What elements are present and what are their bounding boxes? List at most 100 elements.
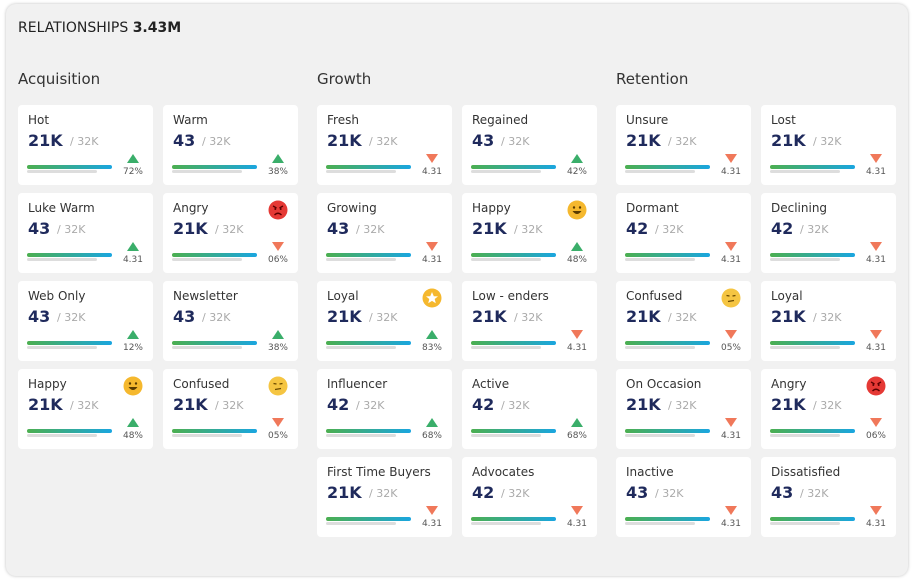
metric-card: Growing 43 / 32K 4.31 bbox=[317, 193, 452, 273]
header: RELATIONSHIPS 3.43M bbox=[18, 20, 181, 36]
card-total: / 32K bbox=[668, 311, 697, 324]
metric-card: Luke Warm 43 / 32K 4.31 bbox=[18, 193, 153, 273]
progress-track bbox=[471, 170, 541, 173]
card-change: 48% bbox=[122, 431, 143, 441]
trend-arrow bbox=[426, 237, 438, 256]
progress-track bbox=[625, 522, 695, 525]
card-label: Angry bbox=[173, 201, 209, 215]
card-change: 42% bbox=[566, 167, 587, 177]
card-change: 4.31 bbox=[566, 519, 587, 529]
progress-track bbox=[770, 522, 840, 525]
metric-card: Confused 21K / 32K 05% bbox=[163, 369, 298, 449]
card-value: 21K bbox=[472, 307, 507, 326]
progress-track bbox=[326, 434, 396, 437]
progress-track bbox=[471, 434, 541, 437]
card-value: 42 bbox=[472, 483, 495, 502]
metric-card: Hot 21K / 32K 72% bbox=[18, 105, 153, 185]
card-value: 43 bbox=[173, 131, 196, 150]
trend-arrow bbox=[426, 501, 438, 520]
section-title: Retention bbox=[616, 70, 689, 88]
card-change: 48% bbox=[566, 255, 587, 265]
trend-arrow bbox=[870, 325, 882, 344]
progress-bar bbox=[471, 429, 556, 433]
card-value: 21K bbox=[472, 219, 507, 238]
progress-bar bbox=[625, 253, 710, 257]
progress-track bbox=[625, 258, 695, 261]
card-label: Confused bbox=[626, 289, 683, 303]
panel: RELATIONSHIPS 3.43M Acquisition Hot 21K / 3… bbox=[6, 4, 908, 576]
trend-arrow bbox=[272, 413, 284, 432]
card-total: / 32K bbox=[202, 135, 231, 148]
metric-card: Loyal 21K / 32K 83% bbox=[317, 281, 452, 361]
progress-track bbox=[770, 170, 840, 173]
progress-bar bbox=[326, 517, 411, 521]
card-total: / 32K bbox=[668, 399, 697, 412]
card-change: 05% bbox=[267, 431, 288, 441]
progress-bar bbox=[471, 165, 556, 169]
section-title: Acquisition bbox=[18, 70, 101, 88]
card-value: 42 bbox=[327, 395, 350, 414]
progress-bar bbox=[27, 253, 112, 257]
metric-card: Regained 43 / 32K 42% bbox=[462, 105, 597, 185]
metric-card: Web Only 43 / 32K 12% bbox=[18, 281, 153, 361]
card-label: Regained bbox=[472, 113, 529, 127]
card-change: 38% bbox=[267, 167, 288, 177]
card-change: 4.31 bbox=[865, 255, 886, 265]
card-total: / 32K bbox=[501, 135, 530, 148]
card-change: 06% bbox=[865, 431, 886, 441]
card-value: 43 bbox=[28, 307, 51, 326]
progress-bar bbox=[770, 341, 855, 345]
emoji-icon bbox=[721, 288, 741, 312]
card-value: 21K bbox=[626, 131, 661, 150]
trend-arrow bbox=[272, 325, 284, 344]
card-total: / 32K bbox=[202, 311, 231, 324]
card-label: Active bbox=[472, 377, 510, 391]
progress-bar bbox=[172, 165, 257, 169]
card-change: 4.31 bbox=[421, 167, 442, 177]
metric-card: Unsure 21K / 32K 4.31 bbox=[616, 105, 751, 185]
trend-arrow bbox=[571, 237, 583, 256]
progress-bar bbox=[326, 341, 411, 345]
card-label: Fresh bbox=[327, 113, 359, 127]
progress-track bbox=[625, 434, 695, 437]
card-value: 21K bbox=[626, 307, 661, 326]
metric-card: Angry 21K / 32K 06% bbox=[163, 193, 298, 273]
card-total: / 32K bbox=[369, 487, 398, 500]
card-value: 43 bbox=[327, 219, 350, 238]
trend-arrow bbox=[426, 413, 438, 432]
progress-track bbox=[326, 258, 396, 261]
trend-arrow bbox=[725, 325, 737, 344]
card-change: 05% bbox=[720, 343, 741, 353]
card-label: Angry bbox=[771, 377, 807, 391]
trend-arrow bbox=[725, 413, 737, 432]
card-change: 68% bbox=[566, 431, 587, 441]
metric-card: Lost 21K / 32K 4.31 bbox=[761, 105, 896, 185]
progress-track bbox=[172, 170, 242, 173]
progress-track bbox=[326, 170, 396, 173]
trend-arrow bbox=[571, 325, 583, 344]
progress-track bbox=[172, 258, 242, 261]
card-change: 83% bbox=[421, 343, 442, 353]
card-value: 42 bbox=[771, 219, 794, 238]
card-label: Hot bbox=[28, 113, 50, 127]
trend-arrow bbox=[725, 237, 737, 256]
progress-track bbox=[471, 522, 541, 525]
section-title: Growth bbox=[317, 70, 372, 88]
card-total: / 32K bbox=[215, 399, 244, 412]
trend-arrow bbox=[571, 501, 583, 520]
card-change: 72% bbox=[122, 167, 143, 177]
progress-track bbox=[471, 346, 541, 349]
card-value: 21K bbox=[626, 395, 661, 414]
card-value: 43 bbox=[771, 483, 794, 502]
card-change: 4.31 bbox=[720, 519, 741, 529]
card-value: 43 bbox=[28, 219, 51, 238]
progress-bar bbox=[172, 253, 257, 257]
card-change: 4.31 bbox=[865, 519, 886, 529]
card-change: 4.31 bbox=[421, 255, 442, 265]
card-change: 38% bbox=[267, 343, 288, 353]
card-total: / 32K bbox=[57, 223, 86, 236]
trend-arrow bbox=[870, 237, 882, 256]
emoji-icon bbox=[268, 376, 288, 400]
metric-card: On Occasion 21K / 32K 4.31 bbox=[616, 369, 751, 449]
trend-arrow bbox=[571, 149, 583, 168]
